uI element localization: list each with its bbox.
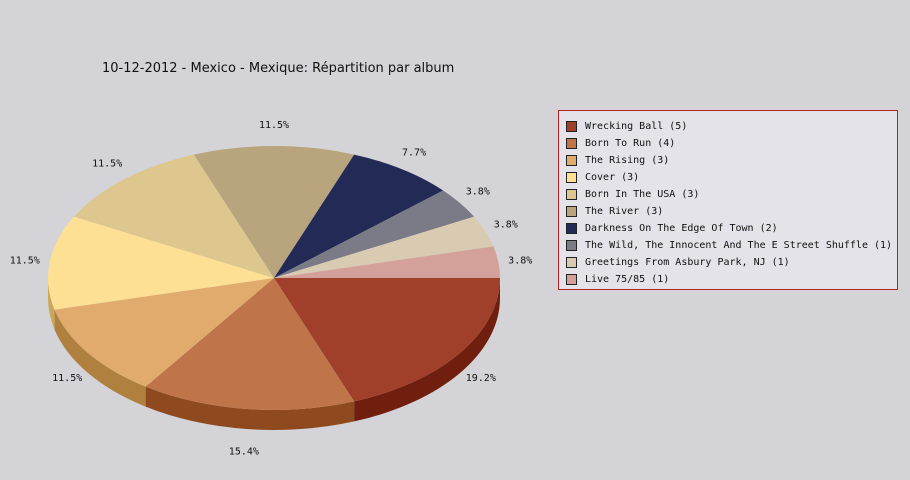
pie-slice [274, 216, 494, 278]
slice-percent-label: 11.5% [10, 255, 40, 266]
legend-swatch [566, 138, 577, 149]
legend-item: Born To Run (4) [566, 135, 897, 152]
pie-slice [193, 145, 355, 278]
legend-label: Darkness On The Edge Of Town (2) [585, 223, 778, 234]
legend-swatch [566, 155, 577, 166]
pie-tops [48, 145, 500, 410]
legend-label: Greetings From Asbury Park, NJ (1) [585, 257, 790, 268]
pie-slice-side [48, 278, 55, 330]
pie-labels: 19.2% 15.4% 11.5% 11.5% 11.5% 11.5% 7.7% 3.8% 3.… [10, 120, 533, 458]
slice-percent-label: 11.5% [52, 373, 82, 384]
slice-percent-label: 3.8% [466, 187, 490, 198]
pie-slice [54, 278, 274, 387]
slice-percent-label: 19.2% [466, 373, 496, 384]
chart-title: 10-12-2012 - Mexico - Mexique: Répartiti… [102, 61, 455, 76]
legend-swatch [566, 257, 577, 268]
slice-percent-label: 11.5% [259, 120, 289, 131]
pie-slice [73, 154, 275, 278]
pie-slice [145, 278, 355, 410]
legend-swatch [566, 121, 577, 132]
legend-item: Wrecking Ball (5) [566, 118, 897, 135]
pie-slice [48, 216, 274, 310]
legend-label: The Rising (3) [585, 155, 670, 166]
legend-swatch [566, 206, 577, 217]
pie-slice [274, 154, 444, 278]
pie-slice-side [54, 309, 146, 407]
slice-percent-label: 3.8% [508, 255, 532, 266]
legend-item: The Rising (3) [566, 152, 897, 169]
pie-slice-side [354, 278, 500, 422]
slice-percent-label: 15.4% [229, 447, 259, 458]
legend-swatch [566, 189, 577, 200]
legend-label: The Wild, The Innocent And The E Street … [585, 240, 893, 251]
legend-label: Born In The USA (3) [585, 189, 700, 200]
legend-item: Darkness On The Edge Of Town (2) [566, 220, 897, 237]
legend-item: Cover (3) [566, 169, 897, 186]
legend-item: Live 75/85 (1) [566, 271, 897, 288]
pie-sides [48, 278, 500, 430]
legend-swatch [566, 240, 577, 251]
slice-percent-label: 7.7% [402, 147, 426, 158]
slice-percent-label: 11.5% [92, 159, 122, 170]
pie-slice [274, 246, 500, 278]
legend-label: Wrecking Ball (5) [585, 121, 688, 132]
legend-swatch [566, 223, 577, 234]
legend-swatch [566, 172, 577, 183]
legend-swatch [566, 274, 577, 285]
legend-label: Live 75/85 (1) [585, 274, 670, 285]
legend-label: The River (3) [585, 206, 664, 217]
legend: Wrecking Ball (5) Born To Run (4) The Ri… [558, 110, 898, 290]
legend-item: Born In The USA (3) [566, 186, 897, 203]
pie-slice [274, 190, 475, 278]
pie-slice [274, 278, 500, 402]
legend-item: The River (3) [566, 203, 897, 220]
slice-percent-label: 3.8% [494, 219, 518, 230]
legend-label: Born To Run (4) [585, 138, 676, 149]
legend-item: Greetings From Asbury Park, NJ (1) [566, 254, 897, 271]
legend-item: The Wild, The Innocent And The E Street … [566, 237, 897, 254]
pie-slice-side [145, 386, 355, 430]
legend-label: Cover (3) [585, 172, 640, 183]
